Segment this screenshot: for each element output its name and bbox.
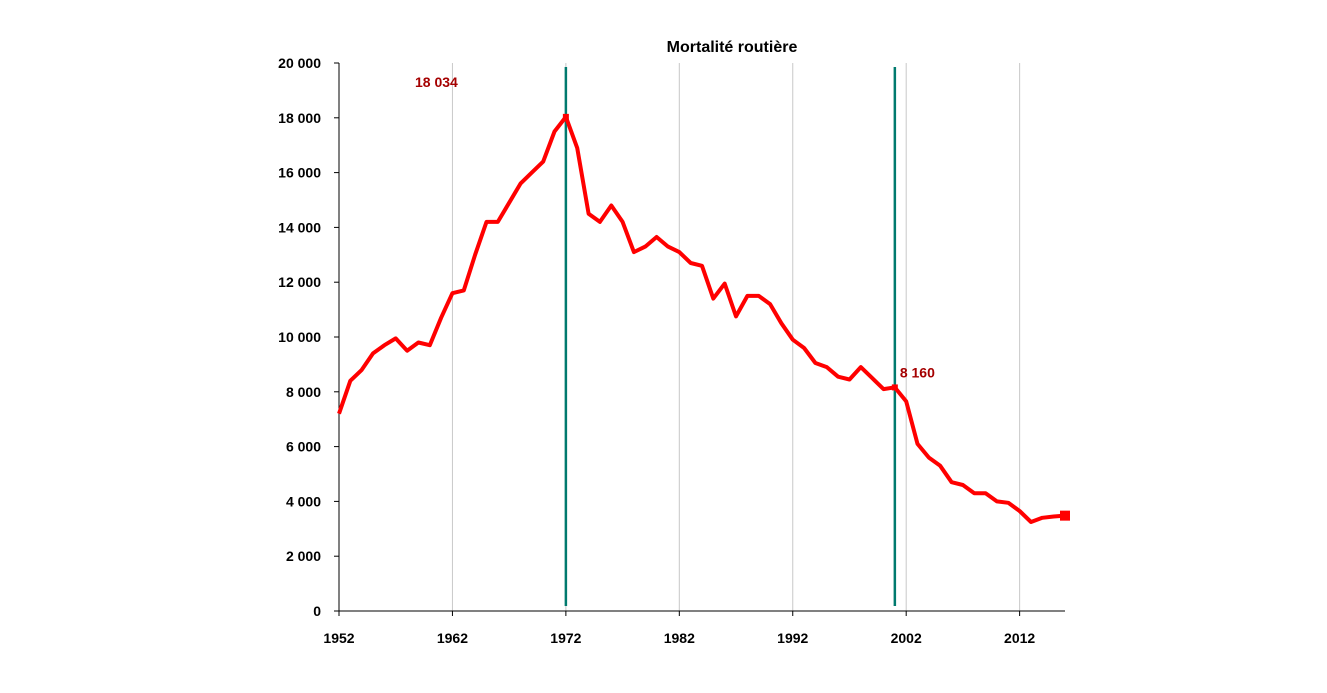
y-tick-label: 10 000	[278, 329, 321, 345]
annotation-label: 18 034	[415, 74, 458, 90]
x-tick-label: 1962	[437, 630, 468, 646]
y-tick-label: 12 000	[278, 274, 321, 290]
last-point-marker	[1060, 510, 1070, 521]
y-tick-label: 20 000	[278, 55, 321, 71]
chart-title: Mortalité routière	[667, 39, 798, 56]
x-tick-label: 1972	[550, 630, 581, 646]
x-tick-label: 1982	[664, 630, 695, 646]
y-tick-label: 8 000	[286, 384, 321, 400]
x-tick-label: 1952	[323, 630, 354, 646]
reference-lines	[564, 67, 897, 606]
annotation-marker	[562, 113, 569, 120]
y-tick-label: 4 000	[286, 493, 321, 509]
axes: 0 2 000 4 000 6 000 8 000 10 000 12 000 14 000 1…	[278, 55, 1065, 646]
y-tick-label: 16 000	[278, 165, 321, 181]
y-tick-label: 0	[313, 603, 321, 619]
annotation-label: 8 160	[900, 364, 935, 380]
x-tick-label: 2012	[1004, 630, 1035, 646]
y-tick-label: 2 000	[286, 548, 321, 564]
data-line	[337, 114, 1066, 524]
grid-layer	[451, 63, 1021, 611]
x-tick-label: 1992	[777, 630, 808, 646]
y-tick-label: 18 000	[278, 110, 321, 126]
series-layer	[337, 114, 1070, 524]
annotation-marker	[891, 384, 898, 391]
annotations: 18 034 8 160	[415, 74, 935, 391]
y-tick-label: 14 000	[278, 219, 321, 235]
x-tick-label: 2002	[891, 630, 922, 646]
y-tick-label: 6 000	[286, 439, 321, 455]
